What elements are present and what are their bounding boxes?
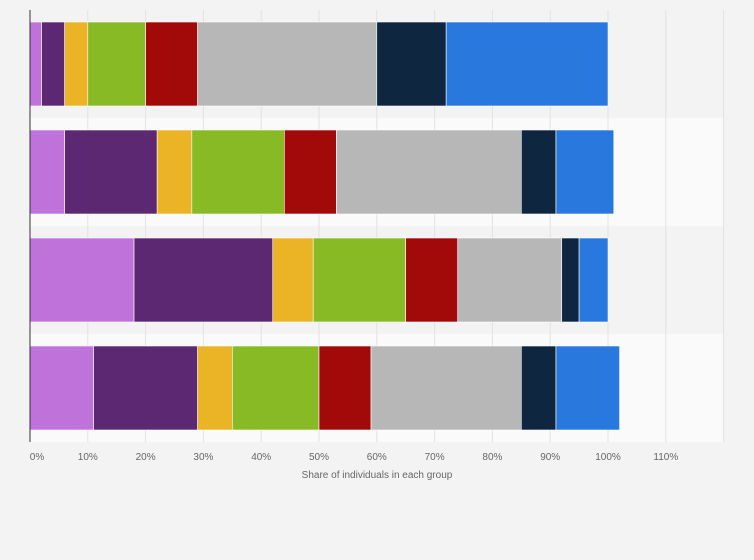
bar-segment-5 (405, 237, 459, 323)
bar-segment-6 (370, 345, 522, 431)
x-tick-label: 60% (367, 452, 387, 463)
x-tick-label: 30% (193, 452, 213, 463)
bar-segment-3 (197, 345, 233, 431)
bar-segment-3 (272, 237, 314, 323)
bar-segment-6 (457, 237, 563, 323)
bar-segment-1 (29, 21, 42, 107)
bar-segment-4 (312, 237, 407, 323)
bar-segment-7 (561, 237, 580, 323)
bars (29, 21, 620, 431)
bar-segment-2 (133, 237, 274, 323)
x-tick-labels: 0% 10% 20% 30% 40% 50% 60% 70% 80% 90% 100% 110% (30, 452, 679, 463)
bar-segment-7 (376, 21, 447, 107)
bar-segment-2 (64, 129, 158, 215)
bar-segment-8 (445, 21, 609, 107)
bar-segment-2 (93, 345, 198, 431)
x-axis-title: Share of individuals in each group (302, 470, 453, 481)
bar-segment-1 (29, 345, 94, 431)
x-tick-label: 110% (653, 452, 678, 463)
bar-segment-8 (555, 345, 620, 431)
x-tick-label: 0% (30, 452, 45, 463)
bar-segment-4 (191, 129, 285, 215)
x-tick-label: 80% (482, 452, 502, 463)
x-tick-label: 100% (595, 452, 621, 463)
bar-segment-5 (318, 345, 372, 431)
bar-segment-4 (232, 345, 320, 431)
bar-segment-1 (29, 237, 135, 323)
bar-segment-3 (156, 129, 193, 215)
bar-segment-1 (29, 129, 65, 215)
bar-segment-3 (64, 21, 89, 107)
bar-segment-8 (578, 237, 609, 323)
bar-segment-6 (197, 21, 378, 107)
bar-segment-7 (520, 129, 557, 215)
bar-segment-2 (41, 21, 65, 107)
x-tick-label: 10% (78, 452, 98, 463)
bar-segment-5 (145, 21, 198, 107)
x-tick-label: 20% (136, 452, 156, 463)
bar-segment-8 (555, 129, 615, 215)
x-tick-label: 50% (309, 452, 329, 463)
x-tick-label: 40% (251, 452, 271, 463)
bar-segment-6 (336, 129, 522, 215)
bar-segment-7 (520, 345, 557, 431)
bar-segment-5 (284, 129, 337, 215)
x-tick-label: 90% (540, 452, 560, 463)
bar-segment-4 (87, 21, 146, 107)
x-tick-label: 70% (425, 452, 445, 463)
